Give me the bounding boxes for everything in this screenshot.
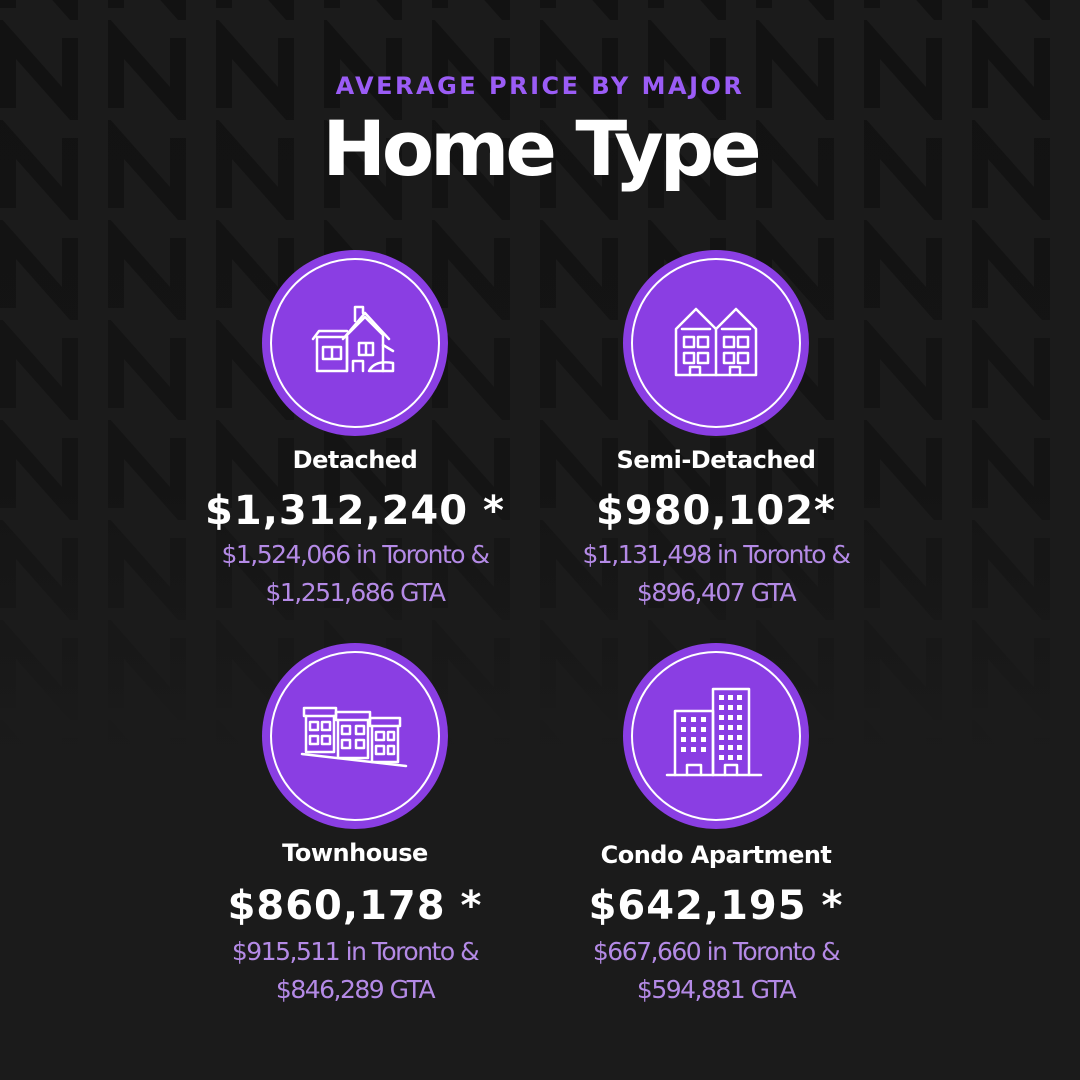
card-price: $860,178 *: [227, 883, 483, 929]
card-label: Semi-Detached: [616, 446, 816, 474]
card-label: Townhouse: [282, 839, 428, 867]
card-toronto-price: $1,524,066 in Toronto &: [221, 540, 490, 569]
card-condo-apartment: Condo Apartment $642,195 * $667,660 in T…: [486, 643, 946, 1023]
card-price: $642,195 *: [588, 883, 844, 929]
card-toronto-price: $1,131,498 in Toronto &: [582, 540, 851, 569]
detached-house-icon: [311, 305, 395, 373]
card-label: Detached: [292, 446, 418, 474]
card-townhouse: Townhouse $860,178 * $915,511 in Toronto…: [125, 643, 585, 1023]
page-title: Home Type: [322, 104, 761, 193]
card-gta-price: $1,251,686 GTA: [265, 578, 447, 607]
townhouse-icon-circle: [262, 643, 448, 829]
card-detached: Detached $1,312,240 * $1,524,066 in Toro…: [125, 250, 585, 630]
card-price: $1,312,240 *: [205, 488, 505, 534]
card-gta-price: $896,407 GTA: [636, 578, 797, 607]
semi-detached-house-icon: [674, 307, 758, 377]
card-gta-price: $594,881 GTA: [636, 975, 797, 1004]
card-label: Condo Apartment: [600, 841, 832, 869]
condo-building-icon: [665, 687, 763, 777]
semi-detached-icon-circle: [623, 250, 809, 436]
card-toronto-price: $915,511 in Toronto &: [231, 937, 480, 966]
detached-icon-circle: [262, 250, 448, 436]
condo-icon-circle: [623, 643, 809, 829]
card-toronto-price: $667,660 in Toronto &: [592, 937, 841, 966]
card-semi-detached: Semi-Detached $980,102* $1,131,498 in To…: [486, 250, 946, 630]
card-gta-price: $846,289 GTA: [275, 975, 436, 1004]
card-price: $980,102*: [596, 488, 836, 534]
kicker-title: AVERAGE PRICE BY MAJOR: [335, 72, 745, 100]
townhouse-icon: [300, 706, 408, 768]
